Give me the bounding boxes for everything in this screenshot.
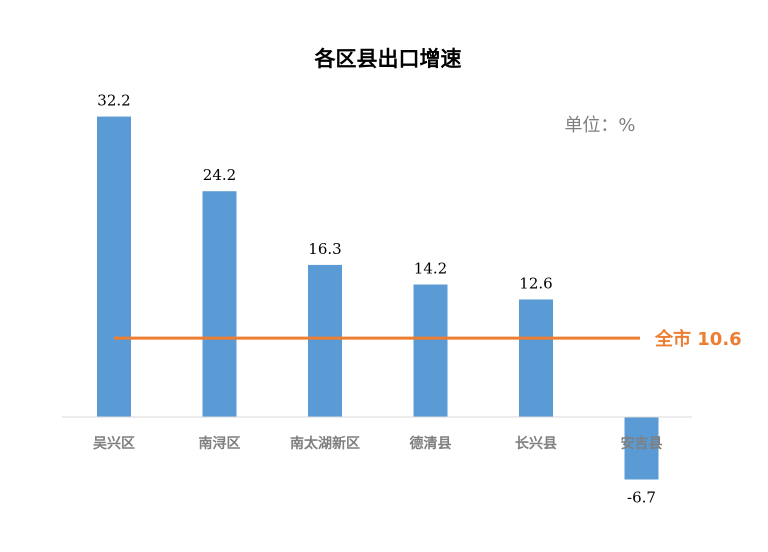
category-label-2: 南浔区 — [199, 435, 241, 452]
labels-layer: 32.2 吴兴区 24.2 南浔区 16.3 南太湖新区 14.2 德清县 12.6 长兴县 -6.… — [93, 92, 663, 507]
bar-2 — [202, 191, 237, 417]
category-label-3: 南太湖新区 — [290, 435, 360, 452]
category-label-1: 吴兴区 — [93, 435, 135, 452]
category-label-6: 安吉县 — [621, 435, 663, 452]
value-label-2: 24.2 — [203, 166, 236, 184]
value-label-1: 32.2 — [97, 92, 130, 110]
bar-4 — [413, 284, 448, 417]
bar-3 — [308, 264, 342, 417]
category-label-4: 德清县 — [410, 435, 452, 452]
bar-6 — [624, 417, 659, 480]
bar-5 — [519, 299, 553, 417]
reference-layer: 全市 10.6 — [114, 328, 742, 350]
value-label-3: 16.3 — [308, 240, 341, 258]
category-label-5: 长兴县 — [515, 435, 557, 452]
value-label-6: -6.7 — [627, 489, 656, 507]
value-label-5: 12.6 — [519, 274, 552, 292]
bar-1 — [97, 116, 131, 417]
reference-line-label: 全市 10.6 — [654, 328, 742, 350]
unit-label: 单位：% — [564, 115, 635, 136]
bars-layer — [97, 116, 659, 480]
value-label-4: 14.2 — [414, 260, 447, 278]
chart-title: 各区县出口增速 — [314, 47, 462, 71]
